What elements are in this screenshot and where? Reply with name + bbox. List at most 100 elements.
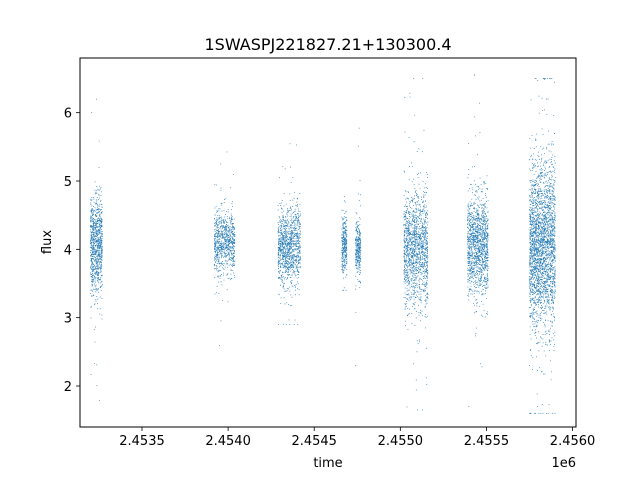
data-point — [416, 232, 417, 234]
data-point — [93, 265, 95, 267]
data-point — [360, 281, 361, 283]
data-point — [288, 243, 290, 244]
data-point — [283, 231, 285, 232]
data-point — [422, 226, 423, 228]
data-point — [359, 238, 361, 240]
data-point — [416, 151, 418, 152]
data-point — [96, 250, 98, 252]
data-point — [225, 239, 227, 241]
data-point — [412, 211, 414, 213]
data-point — [420, 266, 421, 267]
data-point — [422, 409, 423, 411]
data-point — [231, 236, 233, 238]
data-point — [219, 223, 221, 225]
data-point — [357, 252, 359, 254]
data-point — [280, 202, 282, 204]
data-point — [404, 325, 406, 327]
data-point — [414, 195, 416, 197]
data-point — [233, 233, 234, 235]
data-point — [418, 258, 419, 260]
data-point — [292, 221, 294, 223]
data-point — [91, 253, 93, 255]
data-point — [286, 240, 288, 242]
data-point — [427, 249, 429, 251]
data-point — [471, 251, 473, 253]
data-point — [292, 222, 294, 224]
data-point — [405, 225, 407, 226]
data-point — [228, 254, 230, 256]
data-point — [221, 274, 222, 275]
data-point — [345, 263, 347, 265]
data-point — [416, 194, 418, 195]
data-point — [99, 239, 101, 240]
data-point — [285, 242, 287, 244]
data-point — [355, 265, 357, 267]
data-point — [410, 213, 412, 215]
data-point — [476, 287, 477, 288]
data-point — [224, 263, 226, 265]
data-point — [421, 252, 423, 254]
data-point — [282, 215, 284, 217]
data-point — [406, 228, 407, 230]
data-point — [283, 224, 284, 226]
data-point — [358, 239, 359, 240]
data-point — [359, 230, 360, 231]
data-point — [221, 233, 223, 235]
data-point — [358, 251, 360, 252]
data-point — [410, 254, 411, 256]
data-point — [95, 240, 97, 242]
data-point — [299, 263, 301, 265]
data-point — [422, 226, 424, 228]
data-point — [98, 249, 100, 251]
data-point — [423, 206, 424, 207]
data-point — [413, 226, 415, 228]
data-point — [404, 253, 406, 255]
data-point — [101, 246, 103, 248]
data-point — [287, 268, 289, 270]
data-point — [421, 211, 423, 213]
data-point — [226, 240, 228, 242]
data-point — [407, 314, 409, 315]
data-point — [287, 251, 288, 253]
data-point — [478, 243, 480, 245]
data-point — [288, 288, 289, 290]
data-point — [408, 227, 410, 229]
data-point — [297, 223, 298, 225]
data-point — [421, 246, 423, 247]
data-point — [487, 232, 489, 234]
data-point — [221, 252, 222, 254]
data-point — [92, 230, 93, 232]
data-point — [425, 300, 427, 302]
data-point — [230, 218, 232, 220]
data-point — [287, 263, 288, 265]
data-point — [93, 279, 94, 281]
data-point — [292, 254, 294, 256]
data-point — [288, 253, 290, 255]
data-point — [223, 255, 225, 257]
data-point — [406, 260, 408, 262]
data-point — [231, 246, 233, 248]
data-point — [410, 234, 411, 235]
data-point — [409, 92, 411, 94]
data-point — [412, 267, 413, 269]
data-point — [229, 232, 231, 234]
data-point — [214, 250, 216, 252]
data-point — [291, 229, 292, 231]
data-point — [420, 219, 422, 221]
data-point — [219, 263, 220, 265]
data-point — [99, 296, 101, 298]
data-point — [343, 277, 344, 279]
data-point — [418, 247, 420, 249]
data-point — [230, 229, 232, 230]
data-point — [425, 207, 427, 208]
data-point — [90, 255, 92, 257]
data-point — [295, 229, 296, 231]
data-point — [414, 202, 416, 204]
data-point — [357, 243, 359, 244]
data-point — [403, 252, 405, 254]
data-point — [472, 228, 474, 230]
data-point — [295, 265, 297, 267]
data-point — [90, 269, 92, 270]
data-point — [92, 282, 94, 283]
data-point — [93, 233, 95, 234]
